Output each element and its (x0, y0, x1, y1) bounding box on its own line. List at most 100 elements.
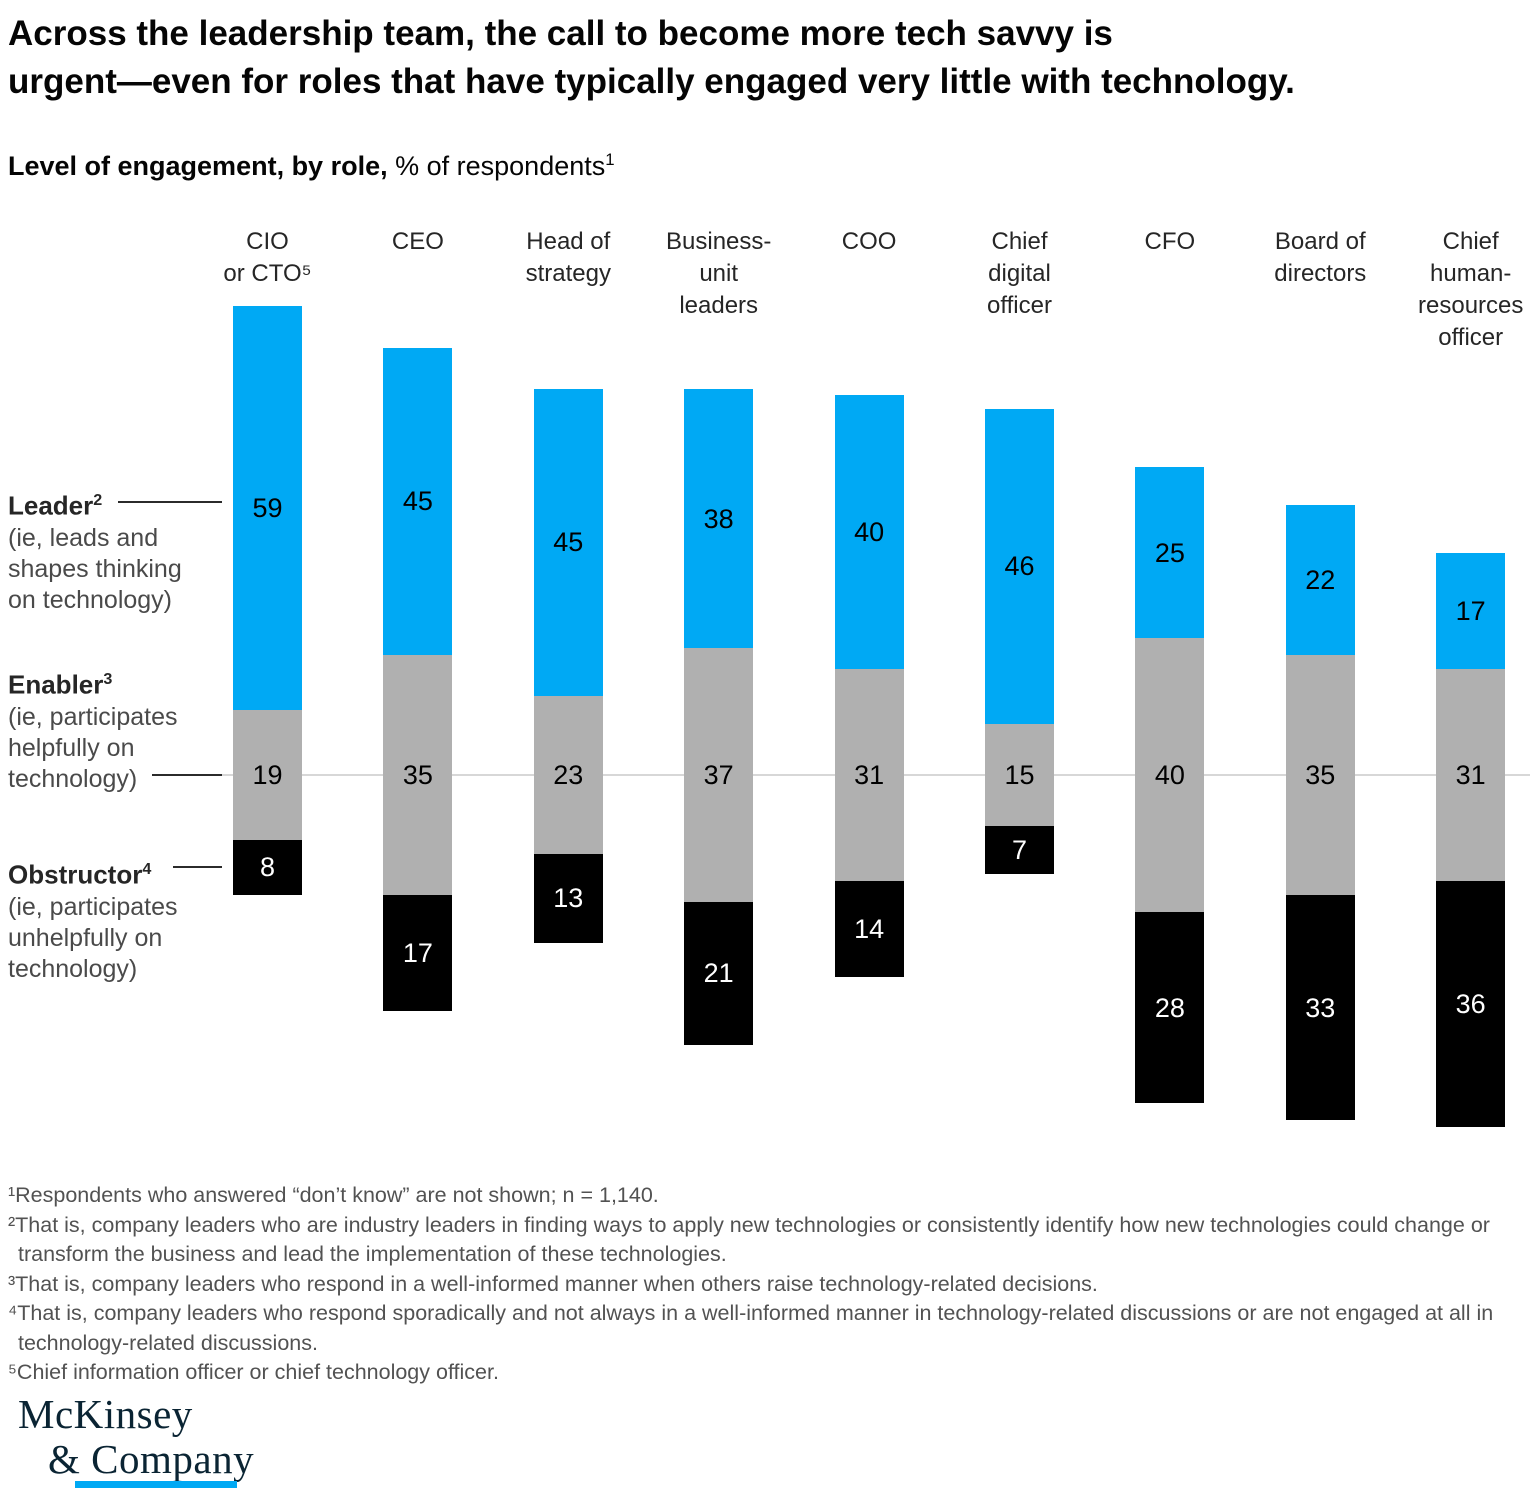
stacked-bar-chart: Leader2 (ie, leads and shapes thinking o… (8, 228, 1530, 1128)
bar-segment-obstructor (1436, 881, 1506, 1128)
enabler-connector-line (152, 774, 222, 776)
bar-segment-obstructor (383, 894, 453, 1011)
legend-obstructor-desc-line: (ie, participates (8, 892, 178, 921)
legend-leader: Leader2 (ie, leads and shapes thinking o… (8, 483, 182, 616)
bar-value-label-obstructor: 7 (1011, 835, 1028, 866)
bar-segment-enabler (1285, 655, 1355, 895)
bar-segment-leader (533, 388, 603, 697)
footnote-line: ⁴That is, company leaders who respond sp… (8, 1301, 1494, 1325)
bar-value-label-obstructor: 21 (703, 958, 734, 989)
legend-enabler-desc-line: technology) (8, 764, 138, 793)
chart-subtitle: Level of engagement, by role, % of respo… (8, 150, 615, 182)
bar-segment-obstructor (233, 839, 302, 895)
bar-value-label-obstructor: 33 (1305, 992, 1336, 1023)
bar-segment-enabler (383, 655, 453, 895)
exhibit-title: Across the leadership team, the call to … (8, 10, 1295, 106)
column-header: Head of strategy (525, 228, 611, 287)
exhibit-title-line1: Across the leadership team, the call to … (8, 14, 1113, 53)
legend-enabler-label: Enabler (8, 669, 104, 700)
bar-value-label-leader: 45 (402, 486, 433, 517)
footnote-line: ¹Respondents who answered “don’t know” a… (8, 1183, 659, 1207)
mckinsey-logo: McKinsey & Company (18, 1392, 254, 1482)
bar-segment-leader (383, 347, 453, 656)
footnote-line: ⁵Chief information officer or chief tech… (8, 1360, 499, 1384)
bar-value-label-leader: 25 (1154, 537, 1185, 568)
column-header: Board of directors (1274, 228, 1367, 287)
bar-segment-enabler (1135, 638, 1205, 912)
legend-obstructor-desc-line: technology) (8, 954, 138, 983)
bar-value-label-leader: 38 (703, 503, 734, 534)
column-header: Chief digital officer (987, 228, 1052, 319)
bar-value-label-enabler: 31 (1455, 760, 1486, 790)
legend-enabler-desc-line: helpfully on (8, 733, 135, 762)
footnote-marker-1: 1 (605, 150, 615, 169)
bar-value-label-enabler: 35 (1305, 760, 1336, 790)
bar-value-label-enabler: 35 (402, 760, 433, 790)
bar-value-label-enabler: 19 (252, 760, 283, 790)
bar-value-label-leader: 45 (553, 527, 584, 558)
legend-obstructor-desc-line: unhelpfully on (8, 923, 163, 952)
bar-segment-leader (233, 306, 302, 710)
mckinsey-logo-line2: & Company (48, 1436, 255, 1482)
footnote-marker-4: 4 (142, 860, 152, 878)
bar-segment-obstructor (1135, 911, 1205, 1104)
footnote-marker-3: 3 (103, 670, 113, 688)
bar-value-label-leader: 46 (1004, 551, 1035, 582)
legend-enabler-desc-line: (ie, participates (8, 702, 178, 731)
legend-leader-desc-line: shapes thinking (8, 554, 182, 583)
bar-segment-enabler (834, 668, 904, 881)
legend-leader-desc-line: (ie, leads and (8, 523, 159, 552)
bar-segment-obstructor (684, 901, 754, 1046)
column-header: Business-unit leaders (666, 228, 772, 319)
bar-segment-enabler (233, 710, 302, 840)
footnote-line: ³That is, company leaders who respond in… (8, 1271, 1098, 1296)
bar-segment-obstructor (1285, 894, 1355, 1121)
bar-segment-leader (1135, 467, 1205, 639)
column-header: CFO (1144, 228, 1196, 255)
bar-value-label-leader: 59 (252, 493, 283, 524)
obstructor-connector-line (173, 866, 222, 868)
bar-value-label-leader: 22 (1305, 565, 1336, 596)
bar-segment-enabler (684, 648, 754, 902)
bar-segment-obstructor (834, 881, 904, 977)
column-header: COO (841, 228, 897, 255)
legend-enabler-name: Enabler3 (8, 662, 178, 702)
legend-leader-name: Leader2 (8, 483, 182, 523)
legend-obstructor-label: Obstructor (8, 859, 143, 890)
bar-segment-leader (1436, 552, 1506, 669)
footnote-line: ²That is, company leaders who are indust… (8, 1212, 1490, 1237)
leader-connector-line (118, 501, 222, 503)
bar-segment-enabler (985, 723, 1054, 827)
chart-subtitle-units: % of respondents (387, 151, 606, 181)
legend-enabler: Enabler3 (ie, participates helpfully on … (8, 662, 178, 795)
bar-value-label-leader: 40 (854, 517, 885, 548)
bar-value-label-obstructor: 8 (259, 852, 276, 883)
bar-value-label-leader: 17 (1455, 595, 1486, 626)
legend-obstructor-name: Obstructor4 (8, 852, 178, 892)
mckinsey-logo-line1: McKinsey (18, 1391, 193, 1437)
chart-subtitle-bold: Level of engagement, by role, (8, 151, 388, 181)
bar-segment-obstructor (533, 853, 603, 943)
bar-value-label-obstructor: 28 (1154, 992, 1185, 1023)
logo-accent-bar (75, 1481, 237, 1488)
bar-segment-leader (1285, 504, 1355, 656)
column-header: CEO (391, 228, 444, 255)
footnote-marker-2: 2 (93, 491, 103, 509)
column-header: Chief human-resources officer (1418, 228, 1524, 351)
legend-leader-desc-line: on technology) (8, 585, 173, 614)
bar-value-label-obstructor: 13 (553, 883, 584, 914)
footnote-line: transform the business and lead the impl… (18, 1242, 727, 1266)
bar-segment-leader (834, 395, 904, 669)
column-header: CIO or CTO⁵ (223, 228, 312, 287)
bar-segment-enabler (1436, 668, 1506, 881)
legend-obstructor: Obstructor4 (ie, participates unhelpfull… (8, 852, 178, 985)
bar-value-label-enabler: 37 (703, 760, 734, 790)
bar-value-label-enabler: 40 (1154, 760, 1185, 790)
bar-segment-leader (684, 388, 754, 649)
bar-value-label-enabler: 31 (854, 760, 885, 790)
legend-leader-label: Leader (8, 490, 94, 521)
bar-segment-enabler (533, 696, 603, 854)
bar-value-label-enabler: 23 (553, 760, 584, 790)
bar-value-label-enabler: 15 (1004, 760, 1035, 790)
